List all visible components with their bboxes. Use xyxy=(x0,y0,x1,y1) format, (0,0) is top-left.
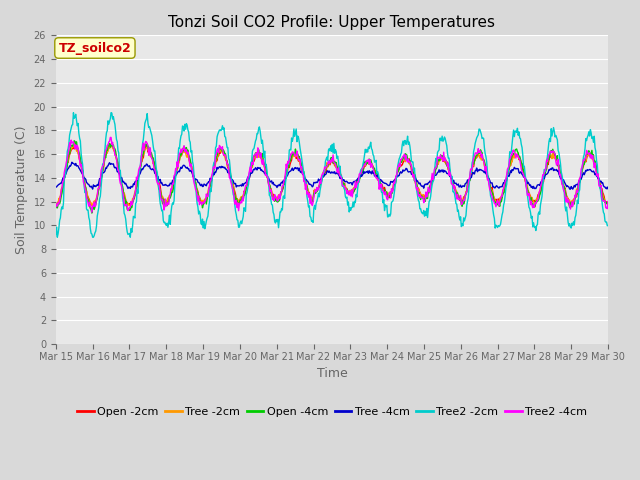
Tree -4cm xyxy=(604,186,612,192)
Tree -2cm xyxy=(70,142,78,147)
Line: Tree -4cm: Tree -4cm xyxy=(56,162,608,189)
Tree -4cm xyxy=(566,186,574,192)
Title: Tonzi Soil CO2 Profile: Upper Temperatures: Tonzi Soil CO2 Profile: Upper Temperatur… xyxy=(168,15,495,30)
Line: Tree2 -2cm: Tree2 -2cm xyxy=(56,113,608,237)
Tree -4cm xyxy=(68,159,76,165)
Tree2 -2cm xyxy=(120,210,128,216)
Open -2cm xyxy=(62,170,70,176)
Tree2 -2cm xyxy=(177,138,184,144)
Tree -4cm xyxy=(205,179,212,184)
Tree -4cm xyxy=(120,179,127,184)
Tree2 -2cm xyxy=(108,110,115,116)
Tree2 -4cm xyxy=(177,150,184,156)
Tree -2cm xyxy=(52,201,60,207)
Open -4cm xyxy=(62,170,70,176)
Tree2 -2cm xyxy=(63,162,70,168)
Tree -4cm xyxy=(52,184,60,190)
Tree2 -4cm xyxy=(62,163,70,168)
Open -4cm xyxy=(120,195,128,201)
Tree -2cm xyxy=(62,169,70,175)
Tree -4cm xyxy=(416,180,424,186)
Open -2cm xyxy=(71,141,79,146)
Open -4cm xyxy=(70,138,78,144)
X-axis label: Time: Time xyxy=(317,367,348,380)
Tree2 -4cm xyxy=(106,134,114,140)
Tree -2cm xyxy=(604,202,612,207)
Tree2 -4cm xyxy=(401,151,408,157)
Tree2 -2cm xyxy=(401,138,408,144)
Y-axis label: Soil Temperature (C): Soil Temperature (C) xyxy=(15,125,28,254)
Tree -2cm xyxy=(400,157,408,163)
Legend: Open -2cm, Tree -2cm, Open -4cm, Tree -4cm, Tree2 -2cm, Tree2 -4cm: Open -2cm, Tree -2cm, Open -4cm, Tree -4… xyxy=(72,402,591,421)
Tree2 -4cm xyxy=(88,209,96,215)
Tree -2cm xyxy=(205,185,212,191)
Open -4cm xyxy=(52,205,60,211)
Tree -4cm xyxy=(175,169,183,175)
Tree2 -2cm xyxy=(52,232,60,238)
Tree2 -2cm xyxy=(54,234,61,240)
Open -2cm xyxy=(604,199,612,205)
Line: Tree2 -4cm: Tree2 -4cm xyxy=(56,137,608,212)
Open -2cm xyxy=(417,192,424,198)
Open -2cm xyxy=(52,202,60,208)
Open -4cm xyxy=(177,151,184,156)
Open -4cm xyxy=(401,156,408,162)
Open -4cm xyxy=(417,197,424,203)
Tree -2cm xyxy=(175,158,183,164)
Tree2 -2cm xyxy=(417,206,424,212)
Tree2 -4cm xyxy=(120,201,128,206)
Tree2 -4cm xyxy=(205,183,213,189)
Tree2 -4cm xyxy=(604,199,612,204)
Tree -2cm xyxy=(531,204,539,210)
Line: Open -2cm: Open -2cm xyxy=(56,144,608,207)
Text: TZ_soilco2: TZ_soilco2 xyxy=(58,41,131,55)
Open -4cm xyxy=(604,205,612,211)
Tree2 -4cm xyxy=(52,204,60,210)
Open -2cm xyxy=(90,204,98,210)
Open -2cm xyxy=(177,153,184,159)
Open -4cm xyxy=(205,185,213,191)
Tree -2cm xyxy=(416,191,424,197)
Line: Open -4cm: Open -4cm xyxy=(56,141,608,213)
Tree -2cm xyxy=(120,191,127,197)
Open -2cm xyxy=(205,186,213,192)
Open -2cm xyxy=(120,192,128,198)
Open -2cm xyxy=(401,157,408,163)
Tree2 -2cm xyxy=(205,199,213,205)
Tree2 -4cm xyxy=(417,195,424,201)
Open -4cm xyxy=(88,210,96,216)
Tree2 -2cm xyxy=(604,223,612,228)
Tree -4cm xyxy=(400,168,408,174)
Line: Tree -2cm: Tree -2cm xyxy=(56,144,608,207)
Tree -4cm xyxy=(62,171,70,177)
